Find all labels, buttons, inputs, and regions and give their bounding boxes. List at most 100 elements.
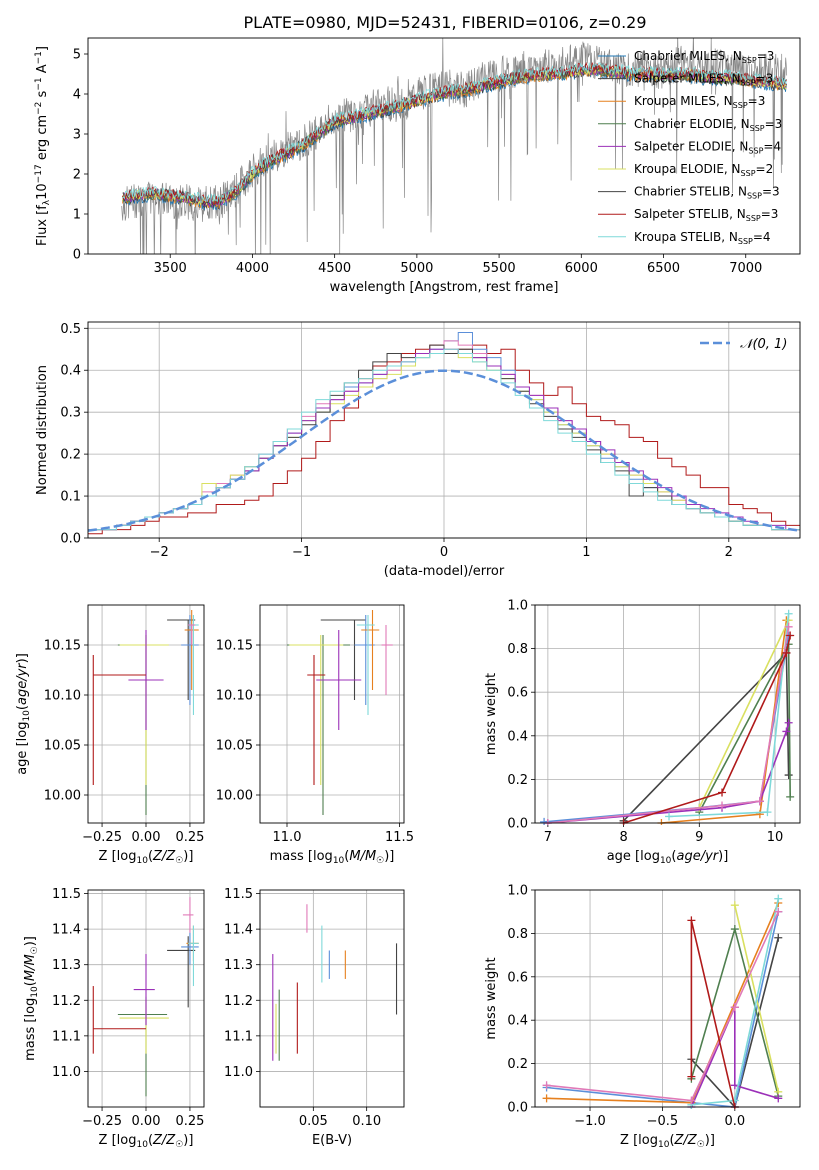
errorbar-plot-area (272, 904, 398, 1061)
mass-weight-point (755, 797, 764, 806)
y-axis-label: Flux [fλ10−17 erg cm−2 s−1 A−1] (34, 46, 52, 246)
x-tick-label: −1 (292, 545, 311, 560)
mass-weight-point (763, 808, 772, 817)
panel-age-vs-mass: 11.0 11.5 10.00 10.05 10.10 10.15 mass [log10(… (216, 604, 414, 866)
x-tick-label: −2 (150, 545, 169, 560)
axes-frame (87, 321, 801, 539)
errorbar-plot-area (287, 610, 393, 815)
x-tick-label: −0.25 (82, 1114, 122, 1129)
mass-weight-point (784, 771, 793, 780)
x-tick-label: 10 (767, 830, 784, 845)
y-tick-label: 0.1 (60, 490, 81, 505)
panel-age-vs-Z: −0.25 0.00 0.25 10.00 10.05 10.10 10.15 Z [log1… (15, 604, 205, 866)
y-tick-label: 4 (73, 88, 81, 103)
spectrum-model-line (122, 62, 787, 205)
y-tick-label: 0 (73, 248, 81, 263)
mass-weight-point (774, 907, 783, 916)
panel-spectrum: 3500 4000 4500 5000 5500 6000 6500 7000 0 1 2 3 4 5 wa… (34, 37, 801, 295)
y-axis-label: mass weight (484, 957, 499, 1039)
y-tick-label: 3 (73, 128, 81, 143)
mass-weight-line (546, 911, 780, 1102)
mass-weight-point (687, 1072, 696, 1081)
spectrum-plot-area (121, 38, 788, 254)
x-axis-label: age [log10(age/yr)] (607, 849, 729, 866)
panel-mass-weight-vs-age: 7 8 9 10 0.0 0.2 0.4 0.6 0.8 1.0 age [log10(age/yr… (484, 599, 801, 866)
y-axis-label: Normed distribution (35, 365, 50, 495)
y-tick-label: 11.2 (224, 994, 253, 1009)
legend-label: Chabrier ELODIE, NSSP=3 (634, 117, 782, 133)
y-tick-label: 1.0 (507, 884, 528, 899)
mass-weight-point (540, 817, 549, 825)
mass-weight-point (774, 1094, 783, 1103)
y-tick-label: 11.2 (52, 994, 81, 1009)
y-tick-label: 5 (73, 48, 81, 63)
y-tick-label: 0.0 (507, 1101, 528, 1116)
y-tick-label: 11.3 (52, 958, 81, 973)
mass-weight-plot-area (542, 894, 783, 1109)
x-axis-label: E(B-V) (312, 1133, 352, 1148)
x-tick-label: −0.5 (647, 1114, 679, 1129)
x-tick-label: 9 (695, 830, 703, 845)
y-tick-label: 11.5 (52, 887, 81, 902)
mass-weight-line (623, 635, 791, 824)
panel-mass-vs-Z: −0.25 0.00 0.25 11.0 11.1 11.2 11.3 11.4 11.5 Z [… (23, 887, 205, 1150)
y-tick-label: 10.10 (216, 689, 253, 704)
x-axis-label: mass [log10(M/M☉)] (270, 849, 395, 866)
mass-weight-point (687, 1096, 696, 1105)
legend-label: Kroupa MILES, NSSP=3 (634, 94, 765, 110)
legend-label: Kroupa ELODIE, NSSP=2 (634, 162, 773, 178)
x-tick-label: −0.25 (82, 830, 122, 845)
x-tick-label: 0.00 (132, 830, 161, 845)
x-tick-label: 6500 (647, 261, 680, 276)
axes-frame (259, 604, 405, 824)
x-axis-label: Z [log10(Z/Z☉)] (620, 1133, 715, 1150)
y-tick-label: 0.0 (507, 817, 528, 832)
legend-label: Salpeter STELIB, NSSP=3 (634, 207, 778, 223)
y-tick-label: 0.8 (507, 642, 528, 657)
y-tick-label: 1 (73, 208, 81, 223)
legend-label: Kroupa STELIB, NSSP=4 (634, 230, 771, 246)
y-tick-label: 0.6 (507, 686, 528, 701)
axes-frame (87, 889, 205, 1108)
x-tick-label: 8 (619, 830, 627, 845)
x-tick-label: 5500 (483, 261, 516, 276)
legend-label: Salpeter ELODIE, NSSP=4 (634, 139, 781, 155)
mass-weight-point (784, 622, 793, 631)
y-tick-label: 0.5 (60, 322, 81, 337)
mass-weight-line (623, 651, 790, 822)
mass-weight-point (786, 792, 795, 801)
x-tick-label: 1 (582, 545, 590, 560)
y-tick-label: 11.5 (224, 887, 253, 902)
axes-frame (534, 889, 801, 1108)
panel-residual-hist: −2 −1 0 1 2 0.0 0.1 0.2 0.3 0.4 0.5 (data-model)/er… (35, 321, 801, 579)
x-tick-label: 0.0 (724, 1114, 745, 1129)
x-axis-label: (data-model)/error (384, 564, 505, 579)
x-tick-label: 0.00 (132, 1114, 161, 1129)
y-tick-label: 0.4 (507, 729, 528, 744)
x-tick-label: 0.25 (175, 830, 204, 845)
y-tick-label: 11.4 (224, 923, 253, 938)
mass-weight-point (730, 901, 739, 910)
spectrum-model-line (122, 63, 787, 207)
y-tick-label: 11.0 (224, 1065, 253, 1080)
x-tick-label: 4000 (236, 261, 269, 276)
mass-weight-point (782, 648, 791, 657)
y-tick-label: 10.10 (44, 689, 81, 704)
mass-weight-line (690, 1006, 779, 1108)
x-tick-label: −1.0 (574, 1114, 606, 1129)
y-tick-label: 0.4 (507, 1014, 528, 1029)
mass-weight-point (784, 609, 793, 618)
x-axis-label: wavelength [Angstrom, rest frame] (330, 280, 559, 295)
y-axis-label: mass weight (484, 673, 499, 755)
mass-weight-point (730, 1003, 739, 1012)
mass-weight-point (687, 916, 696, 925)
y-tick-label: 0.0 (60, 532, 81, 547)
mass-weight-point (755, 810, 764, 819)
y-tick-label: 0.2 (507, 1057, 528, 1072)
mass-weight-line (698, 619, 790, 809)
mass-weight-line (547, 722, 790, 824)
y-tick-label: 10.15 (44, 639, 81, 654)
hist-plot-area (88, 331, 800, 535)
y-tick-label: 2 (73, 168, 81, 183)
